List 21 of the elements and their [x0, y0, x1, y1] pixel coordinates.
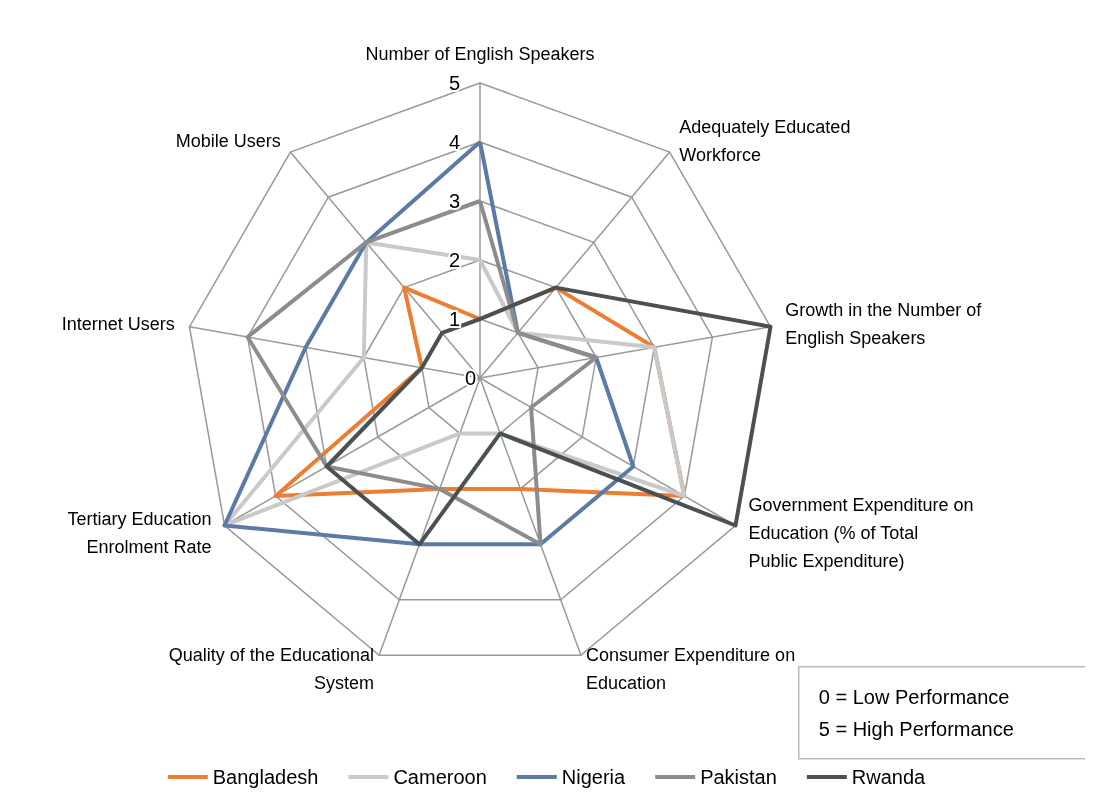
legend-label: Pakistan	[700, 766, 777, 788]
spoke-label: Tertiary Education Enrolment Rate	[67, 509, 212, 557]
legend-label: Rwanda	[851, 766, 927, 788]
legend-label: Cameroon	[393, 766, 487, 788]
spoke-label: Government Expenditure on Education (% of Total Public Expenditure)	[748, 495, 974, 571]
legend-label: Bangladesh	[212, 766, 319, 788]
y-tick-label: 0	[464, 367, 476, 389]
spoke-label: Mobile Users	[175, 130, 281, 151]
legend-label: Nigeria	[561, 766, 627, 788]
y-tick-label: 5	[448, 72, 460, 94]
spoke-label: Adequately Educated Workforce	[679, 116, 851, 165]
spoke-label: Internet Users	[61, 314, 175, 335]
spoke-label: Quality of the Educational System	[168, 645, 374, 694]
spoke-label: Growth in the Number of English Speakers	[785, 300, 983, 349]
spoke-label: Consumer Expenditure on Education	[586, 645, 796, 694]
text: 0 = Low Performance 5 = High Performance	[818, 685, 1014, 740]
y-tick-label: 4	[448, 131, 460, 153]
y-tick-label: 1	[448, 308, 460, 330]
spoke-label: Number of English Speakers	[365, 44, 595, 64]
y-tick-label: 2	[448, 249, 460, 271]
y-tick-label: 3	[448, 190, 460, 212]
